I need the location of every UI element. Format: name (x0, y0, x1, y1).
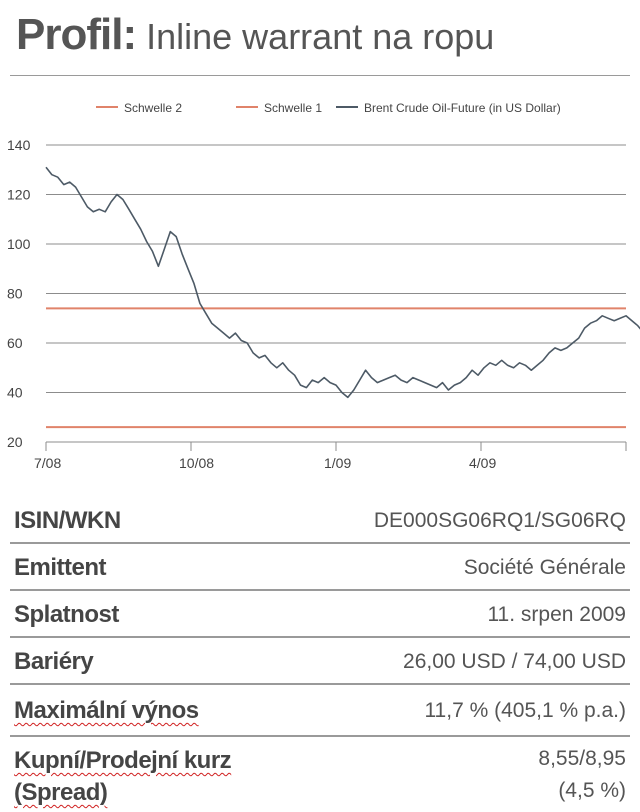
table-row: Kupní/Prodejní kurz (Spread) 8,55/8,95 (… (10, 737, 630, 809)
table-row: Bariéry 26,00 USD / 74,00 USD (10, 638, 630, 685)
row-value-kurz: 8,55/8,95 (538, 747, 626, 770)
product-table: ISIN/WKN DE000SG06RQ1/SG06RQ Emittent So… (10, 497, 630, 809)
table-row: ISIN/WKN DE000SG06RQ1/SG06RQ (10, 497, 630, 544)
y-tick-label: 20 (7, 434, 23, 450)
chart-grid (46, 144, 626, 443)
y-tick-label: 140 (7, 137, 31, 153)
row-label-spread: (Spread) (14, 779, 108, 806)
x-tick-label: 7/08 (34, 455, 61, 471)
row-label-bariery: Bariéry (14, 648, 94, 675)
legend-label: Brent Crude Oil-Future (in US Dollar) (364, 101, 561, 115)
table-row: Maximální výnos 11,7 % (405,1 % p.a.) (10, 685, 630, 737)
y-tick-label: 100 (7, 236, 31, 252)
price-chart: Schwelle 2 Schwelle 1 Brent Crude Oil-Futu… (7, 101, 640, 471)
row-value-bariery: 26,00 USD / 74,00 USD (403, 650, 626, 673)
y-tick-label: 120 (7, 187, 31, 203)
page-title: Profil: Inline warrant na ropu (16, 4, 494, 66)
y-axis: 20 40 60 80 100 120 140 (7, 137, 31, 450)
row-value-isin: DE000SG06RQ1/SG06RQ (373, 509, 626, 532)
table-row: Emittent Société Générale (10, 544, 630, 591)
row-label-isin: ISIN/WKN (14, 507, 121, 534)
top-divider (10, 75, 630, 76)
title-bold: Profil: (16, 10, 137, 59)
threshold-lines (46, 307, 626, 429)
series-line-brent (45, 166, 640, 399)
series-lines (45, 166, 640, 399)
row-label-splatnost: Splatnost (14, 601, 119, 628)
legend-label: Schwelle 1 (264, 101, 322, 115)
row-value-emittent: Société Générale (463, 556, 626, 579)
x-axis: 7/08 10/08 1/09 4/09 (34, 441, 627, 471)
y-tick-label: 80 (7, 286, 23, 302)
x-tick-label: 10/08 (179, 455, 214, 471)
title-rest: Inline warrant na ropu (146, 16, 495, 57)
row-label-emittent: Emittent (14, 554, 107, 581)
row-value-max-vynos: 11,7 % (405,1 % p.a.) (424, 699, 626, 722)
row-value-splatnost: 11. srpen 2009 (487, 603, 626, 626)
row-label-max-vynos: Maximální výnos (14, 697, 199, 724)
chart-legend: Schwelle 2 Schwelle 1 Brent Crude Oil-Futu… (96, 101, 561, 115)
legend-label: Schwelle 2 (124, 101, 182, 115)
x-tick-label: 4/09 (469, 455, 496, 471)
y-tick-label: 60 (7, 335, 23, 351)
row-label-kurz: Kupní/Prodejní kurz (14, 747, 232, 774)
y-tick-label: 40 (7, 385, 23, 401)
row-value-spread: (4,5 %) (558, 779, 626, 802)
table-row: Splatnost 11. srpen 2009 (10, 591, 630, 638)
x-tick-label: 1/09 (324, 455, 351, 471)
